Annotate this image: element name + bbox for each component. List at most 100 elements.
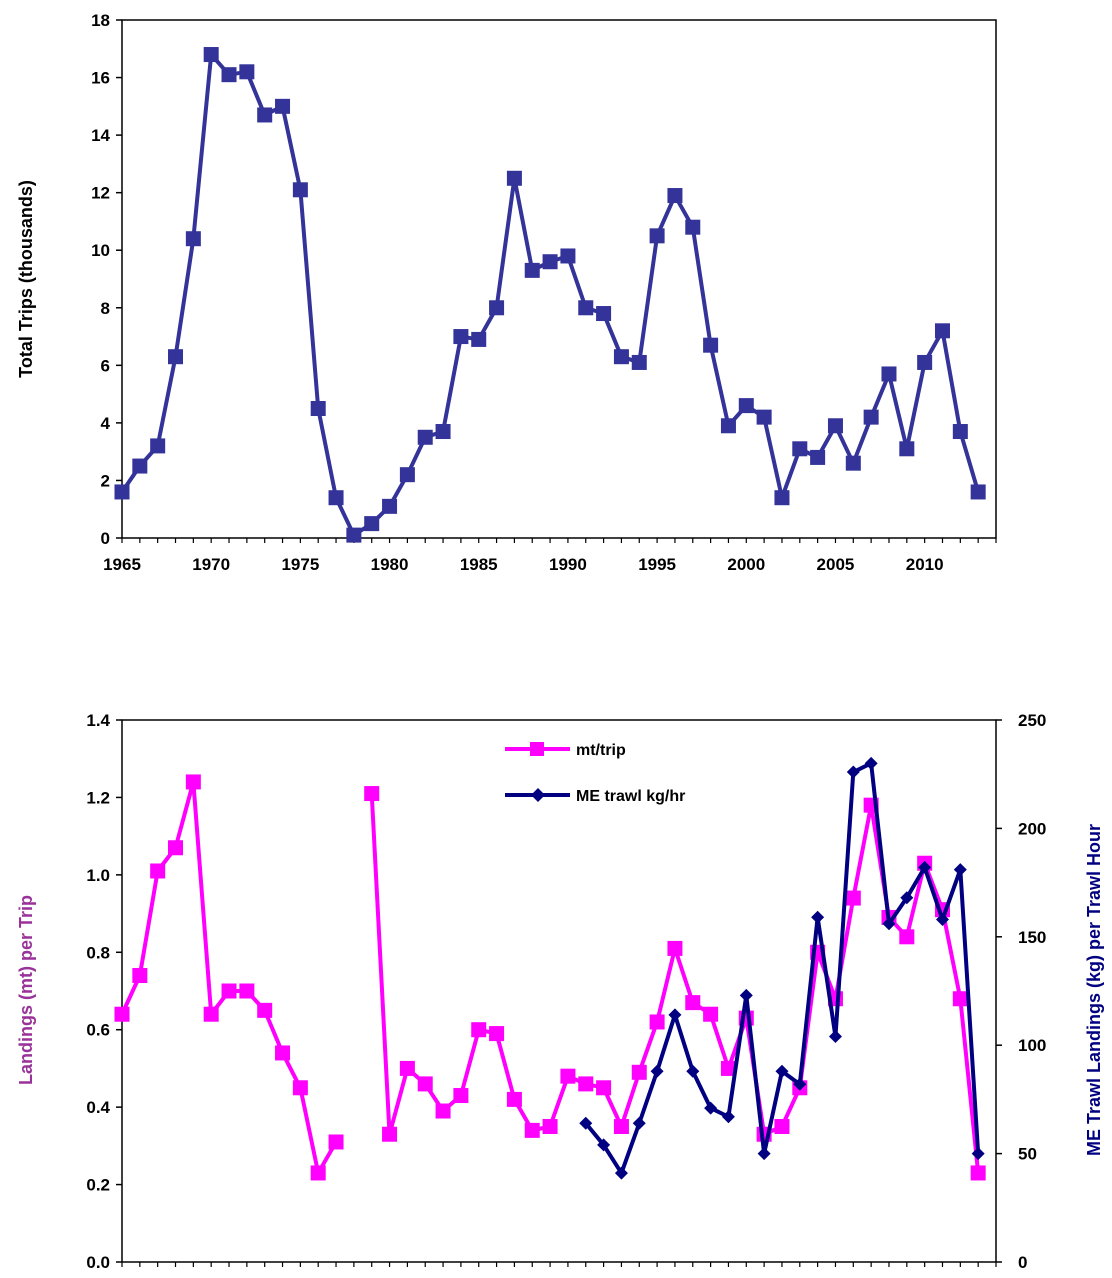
y2-axis-label: ME Trawl Landings (kg) per Trawl Hour bbox=[1084, 824, 1104, 1156]
x-tick-label: 1990 bbox=[549, 555, 587, 574]
legend-item-me-trawl: ME trawl kg/hr bbox=[505, 788, 685, 805]
y-tick-label: 8 bbox=[101, 299, 110, 318]
legend-label: mt/trip bbox=[576, 742, 626, 759]
y-tick-label: 2 bbox=[101, 471, 110, 490]
series-total-trips bbox=[114, 47, 986, 543]
data-point bbox=[686, 1064, 700, 1078]
data-point bbox=[453, 329, 469, 345]
data-point bbox=[756, 409, 772, 425]
data-point bbox=[292, 1080, 308, 1096]
data-point bbox=[203, 1006, 219, 1022]
data-point bbox=[578, 1076, 594, 1092]
data-point bbox=[560, 1068, 576, 1084]
data-point bbox=[649, 1014, 665, 1030]
data-point bbox=[453, 1088, 469, 1104]
y-tick-label: 16 bbox=[91, 69, 110, 88]
data-point bbox=[579, 1116, 593, 1130]
data-point bbox=[275, 1045, 291, 1061]
data-point bbox=[132, 968, 148, 984]
data-point bbox=[900, 891, 914, 905]
data-point bbox=[221, 983, 237, 999]
data-point bbox=[596, 306, 612, 322]
data-point bbox=[649, 228, 665, 244]
data-point bbox=[720, 418, 736, 434]
data-point bbox=[310, 1165, 326, 1181]
data-point bbox=[542, 254, 558, 270]
y-tick-label: 6 bbox=[101, 356, 110, 375]
data-point bbox=[685, 219, 701, 235]
x-tick-label: 1965 bbox=[103, 555, 141, 574]
data-point bbox=[364, 516, 380, 532]
y-tick-label: 0.2 bbox=[86, 1176, 110, 1195]
data-point bbox=[239, 64, 255, 80]
data-point bbox=[257, 1002, 273, 1018]
series-line bbox=[584, 761, 981, 1176]
data-point bbox=[203, 47, 219, 63]
data-point bbox=[774, 490, 790, 506]
data-point bbox=[435, 1103, 451, 1119]
data-point bbox=[150, 863, 166, 879]
data-point bbox=[310, 401, 326, 416]
data-point bbox=[685, 995, 701, 1011]
x-tick-label: 2000 bbox=[727, 555, 765, 574]
data-point bbox=[793, 1077, 807, 1091]
data-point bbox=[703, 337, 719, 353]
y-tick-label: 0.4 bbox=[86, 1098, 110, 1117]
y-tick-label: 10 bbox=[91, 241, 110, 260]
x-tick-label: 1975 bbox=[281, 555, 319, 574]
plot-area-frame bbox=[121, 719, 997, 1263]
data-point bbox=[810, 449, 826, 465]
data-point bbox=[114, 1006, 130, 1022]
data-point bbox=[346, 527, 362, 543]
legend-item-mt-trip: mt/trip bbox=[505, 742, 626, 759]
data-point bbox=[846, 765, 860, 779]
data-point bbox=[613, 349, 629, 365]
y2-tick-label: 150 bbox=[1018, 928, 1046, 947]
data-point bbox=[899, 929, 915, 945]
data-point bbox=[918, 860, 932, 874]
data-point bbox=[150, 438, 166, 454]
data-point bbox=[471, 1022, 487, 1038]
data-point bbox=[364, 786, 380, 802]
data-point bbox=[417, 429, 433, 445]
data-point bbox=[952, 991, 968, 1007]
data-point bbox=[631, 1064, 647, 1080]
landings-per-trip-chart: 0.0 0.2 0.4 0.6 0.8 1.0 1.2 1.4 0 50 100 150 200 250… bbox=[16, 711, 1104, 1278]
data-point bbox=[668, 1008, 682, 1022]
y-axis-label: Total Trips (thousands) bbox=[16, 180, 36, 378]
legend-label: ME trawl kg/hr bbox=[576, 788, 685, 805]
legend: mt/trip ME trawl kg/hr bbox=[505, 742, 685, 805]
x-tick-label: 1995 bbox=[638, 555, 676, 574]
data-point bbox=[328, 490, 344, 506]
y2-tick-label: 50 bbox=[1018, 1145, 1037, 1164]
series-mt-per-trip bbox=[114, 774, 986, 1181]
y-tick-label: 0.8 bbox=[86, 943, 110, 962]
data-point bbox=[650, 1064, 664, 1078]
data-point bbox=[185, 231, 201, 247]
data-point bbox=[934, 323, 950, 339]
data-point bbox=[703, 1006, 719, 1022]
data-point bbox=[132, 458, 148, 474]
x-tick-label: 1970 bbox=[192, 555, 230, 574]
data-point bbox=[399, 1060, 415, 1076]
x-tick-label: 2005 bbox=[817, 555, 855, 574]
data-point bbox=[382, 498, 398, 514]
data-point bbox=[935, 912, 949, 926]
series-line bbox=[120, 779, 338, 1175]
data-point bbox=[792, 441, 808, 457]
y-tick-label: 1.4 bbox=[86, 711, 110, 730]
y2-tick-label: 200 bbox=[1018, 819, 1046, 838]
data-point bbox=[738, 398, 754, 414]
data-point bbox=[560, 248, 576, 264]
data-point bbox=[185, 774, 201, 790]
data-point bbox=[881, 366, 897, 382]
data-point bbox=[524, 1122, 540, 1138]
data-point bbox=[721, 1110, 735, 1124]
data-point bbox=[596, 1080, 612, 1096]
y-tick-label: 0.0 bbox=[86, 1253, 110, 1272]
data-point bbox=[952, 424, 968, 440]
data-point bbox=[845, 890, 861, 906]
y2-axis-ticks: 0 50 100 150 200 250 bbox=[996, 711, 1046, 1272]
